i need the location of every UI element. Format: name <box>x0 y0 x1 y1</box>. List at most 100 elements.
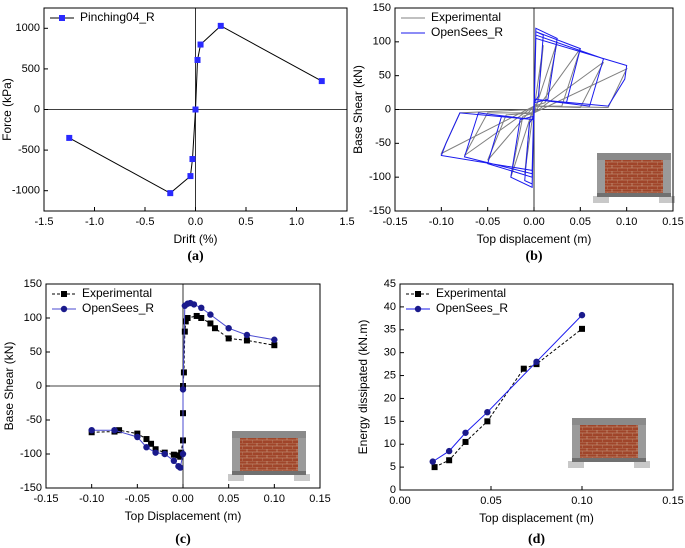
y-tick-label: 10 <box>384 438 396 450</box>
data-point <box>462 438 469 445</box>
data-point <box>462 429 469 436</box>
data-point <box>207 320 214 327</box>
y-tick-label: 0 <box>36 380 42 392</box>
data-point <box>484 408 491 416</box>
data-point <box>170 451 177 458</box>
data-point <box>484 418 491 425</box>
x-tick-label: 0.15 <box>309 493 330 505</box>
data-point <box>134 430 141 437</box>
specimen-inset <box>568 418 650 468</box>
x-tick-label: 0.05 <box>218 493 239 505</box>
y-tick-label: -50 <box>375 137 391 149</box>
data-point <box>187 173 194 180</box>
data-point <box>143 444 150 451</box>
data-point <box>116 427 123 434</box>
data-point <box>429 458 436 465</box>
plot-frame <box>399 283 674 491</box>
y-tick-label: 0 <box>385 103 391 115</box>
y-tick-label: 50 <box>30 346 42 358</box>
y-axis-label: Base Shear (kN) <box>2 342 16 431</box>
data-point <box>161 450 168 458</box>
panel-label: (c) <box>175 532 191 547</box>
x-tick-label: 0.05 <box>480 495 501 507</box>
data-point <box>446 457 453 464</box>
panel-label: (d) <box>528 532 545 547</box>
legend-label: OpenSees_R <box>436 301 508 315</box>
data-point <box>170 457 178 464</box>
data-point <box>189 156 196 163</box>
legend-marker <box>414 305 422 313</box>
y-tick-label: 0 <box>390 484 396 496</box>
data-point <box>192 106 199 113</box>
specimen-inset <box>593 153 675 203</box>
data-point <box>111 427 118 434</box>
y-tick-label: 150 <box>373 2 391 14</box>
legend-label: Experimental <box>431 10 501 24</box>
y-tick-label: 100 <box>373 36 391 48</box>
y-tick-label: -100 <box>20 448 42 460</box>
data-point <box>193 312 200 319</box>
x-tick-label: -1.0 <box>85 216 104 228</box>
x-axis-label: Top Displacement (m) <box>125 509 242 523</box>
data-point <box>194 56 201 63</box>
y-tick-label: -500 <box>18 144 40 156</box>
x-axis-label: Top displacement (m) <box>479 511 594 525</box>
specimen-inset <box>228 431 310 481</box>
legend-marker <box>61 291 67 297</box>
x-tick-label: 0.5 <box>238 216 253 228</box>
data-point <box>148 440 155 447</box>
x-tick-label: 1.0 <box>289 216 304 228</box>
x-tick-label: -1.5 <box>35 216 54 228</box>
y-tick-label: 5 <box>390 461 396 473</box>
data-point <box>184 315 191 321</box>
series-line <box>434 328 583 468</box>
x-tick-label: -0.05 <box>125 493 150 505</box>
data-point <box>152 449 159 456</box>
x-tick-label: 0.00 <box>172 493 193 505</box>
data-point <box>181 328 188 335</box>
y-tick-label: 0 <box>34 103 40 115</box>
data-point <box>217 22 224 29</box>
data-point <box>134 433 141 441</box>
y-tick-label: 150 <box>24 278 42 290</box>
y-tick-label: 100 <box>24 312 42 324</box>
data-point <box>225 335 232 342</box>
x-tick-label: -0.15 <box>33 493 58 505</box>
data-point <box>182 318 189 325</box>
y-tick-label: 40 <box>384 301 396 313</box>
data-point <box>207 311 214 318</box>
x-tick-label: 1.5 <box>339 216 354 228</box>
x-tick-label: 0.10 <box>616 216 637 228</box>
y-tick-label: 1000 <box>16 22 40 34</box>
legend-marker <box>60 305 68 313</box>
y-tick-label: 30 <box>384 347 396 359</box>
legend-label: Experimental <box>82 286 152 300</box>
x-tick-label: 0.15 <box>662 216 683 228</box>
data-point <box>318 78 325 85</box>
data-point <box>198 315 205 321</box>
y-tick-label: -1000 <box>12 185 40 197</box>
data-point <box>445 447 453 455</box>
data-point <box>271 336 278 343</box>
data-point <box>177 464 184 471</box>
x-tick-label: 0.10 <box>571 495 592 507</box>
y-tick-label: -150 <box>20 482 42 494</box>
data-point <box>243 337 250 344</box>
data-point <box>143 436 150 443</box>
y-axis-label: Force (kPa) <box>0 78 14 141</box>
y-axis-label: Energy dissipated (kN.m) <box>356 320 370 455</box>
panel-label: (a) <box>187 249 204 264</box>
data-point <box>167 190 174 197</box>
data-point <box>225 325 232 332</box>
x-tick-label: 0.00 <box>389 495 410 507</box>
legend-label: OpenSees_R <box>82 301 154 315</box>
data-point <box>190 301 198 308</box>
y-tick-label: 15 <box>384 415 396 427</box>
series-line <box>432 314 583 463</box>
data-point <box>177 453 184 460</box>
y-axis-label: Base Shear (kN) <box>351 65 365 154</box>
x-tick-label: -0.10 <box>79 493 104 505</box>
x-tick-label: 0.05 <box>570 216 591 228</box>
legend-marker <box>415 291 421 297</box>
y-tick-label: 20 <box>384 392 396 404</box>
